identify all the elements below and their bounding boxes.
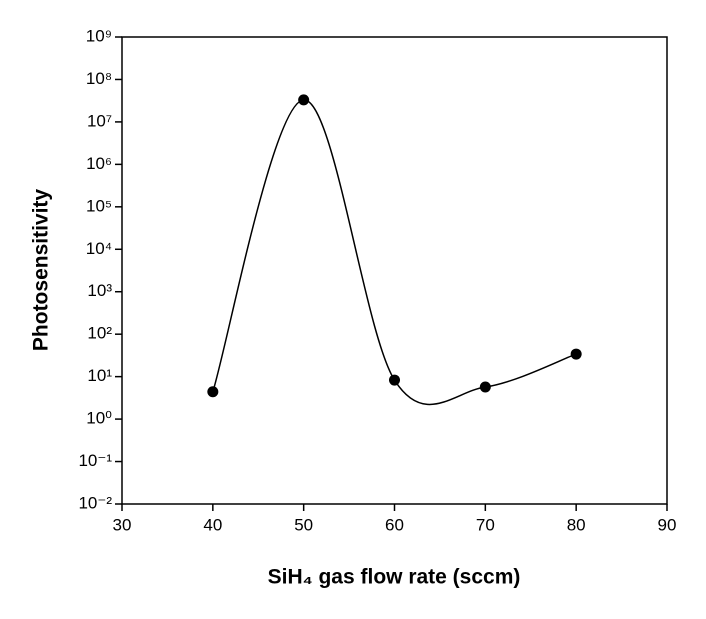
y-tick-label: 10⁶: [86, 154, 112, 173]
y-tick-label: 10⁰: [86, 409, 112, 428]
y-tick-label: 10³: [87, 281, 112, 300]
data-point: [479, 381, 491, 393]
x-tick-label: 40: [203, 515, 222, 534]
data-point: [298, 94, 310, 106]
curve: [212, 99, 577, 406]
x-tick-label: 30: [113, 515, 132, 534]
y-tick-label: 10⁻¹: [78, 451, 112, 470]
y-tick-label: 10⁷: [87, 111, 112, 130]
y-tick-label: 10¹: [87, 366, 112, 385]
data-point: [207, 386, 219, 398]
y-tick-label: 10⁴: [86, 239, 112, 258]
y-tick-label: 10⁻²: [78, 493, 112, 512]
x-tick-label: 50: [294, 515, 313, 534]
y-tick-label: 10⁸: [86, 69, 112, 88]
data-point: [570, 348, 582, 360]
x-tick-label: 80: [567, 515, 586, 534]
y-tick-label: 10⁹: [86, 26, 112, 45]
x-tick-label: 90: [658, 515, 677, 534]
data-point: [389, 374, 400, 386]
plot-frame: [121, 36, 668, 505]
y-tick-label: 10⁵: [86, 196, 112, 215]
x-tick-label: 60: [385, 515, 404, 534]
x-tick-label: 70: [476, 515, 495, 534]
y-axis-title: Photosensitivity: [30, 189, 53, 352]
x-axis-title: SiH₄ gas flow rate (sccm): [268, 566, 521, 589]
y-tick-label: 10²: [87, 324, 112, 343]
